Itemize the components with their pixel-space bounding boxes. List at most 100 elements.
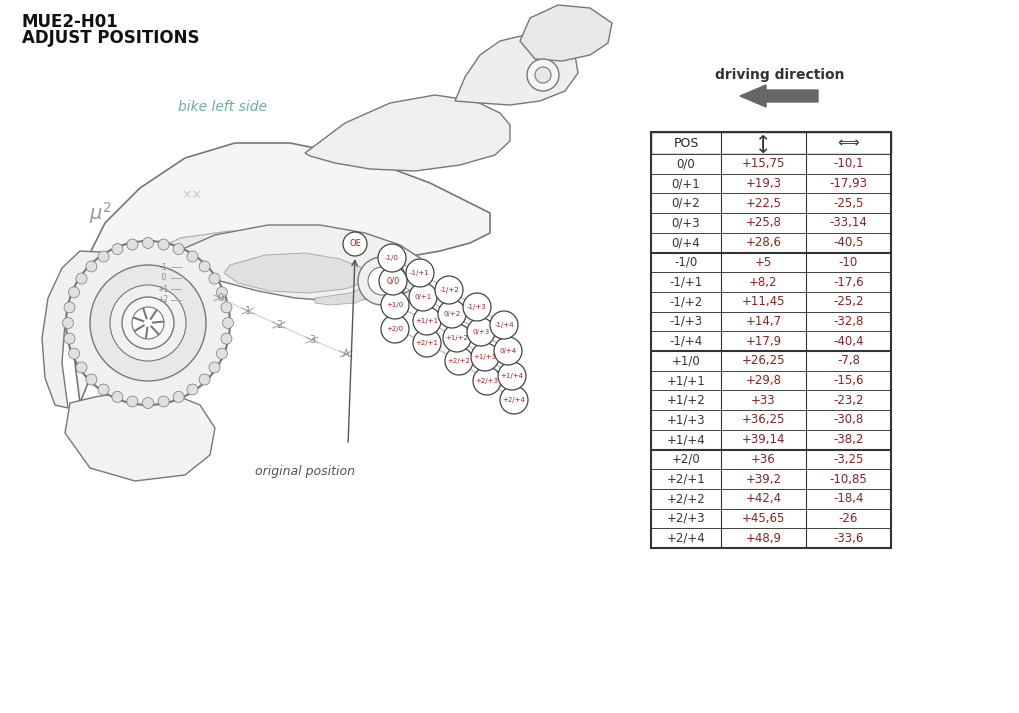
Circle shape [406,259,434,287]
Circle shape [122,297,174,349]
Polygon shape [315,283,375,305]
Bar [651,133,891,154]
Circle shape [127,239,138,250]
Circle shape [221,302,232,313]
Text: +1: +1 [158,284,168,294]
Text: +29,8: +29,8 [746,374,782,387]
Polygon shape [42,251,118,408]
Text: +1/0: +1/0 [386,302,404,308]
Circle shape [500,386,528,414]
Text: 0/+2: 0/+2 [672,197,700,210]
Text: -33,14: -33,14 [829,217,867,230]
Bar [651,449,891,469]
Circle shape [378,244,406,272]
Text: -25,2: -25,2 [834,295,864,308]
Text: 0/+3: 0/+3 [672,217,700,230]
Text: +2/+2: +2/+2 [666,492,705,506]
Text: -18,4: -18,4 [834,492,864,506]
Text: ↑: ↑ [755,133,771,153]
Text: +2/+4: +2/+4 [502,397,526,403]
Text: -23,2: -23,2 [834,394,864,406]
Text: +2/0: +2/0 [672,453,700,466]
Circle shape [438,300,466,328]
Text: +36: +36 [751,453,775,466]
Text: -33,6: -33,6 [834,532,864,545]
Bar [651,252,891,272]
Text: -30,8: -30,8 [834,414,864,426]
Text: -1/+2: -1/+2 [669,295,703,308]
Text: +1/+4: +1/+4 [666,434,705,446]
Circle shape [143,237,154,249]
Circle shape [494,337,522,365]
Text: +2/+3: +2/+3 [666,512,705,525]
Text: -1/+2: -1/+2 [439,287,459,293]
Bar [651,371,891,391]
Circle shape [209,362,220,373]
Text: 2: 2 [276,320,282,330]
Circle shape [413,329,441,357]
Circle shape [186,384,198,395]
Bar [651,391,891,410]
Polygon shape [150,231,380,279]
Text: +39,2: +39,2 [746,473,782,486]
Text: +2/+4: +2/+4 [666,532,705,545]
Text: +17,9: +17,9 [746,334,782,348]
Text: +8,2: +8,2 [749,275,777,289]
Text: -15,6: -15,6 [834,374,864,387]
Bar [651,508,891,528]
Text: +1/+3: +1/+3 [474,354,496,360]
Bar [651,351,891,371]
Circle shape [381,315,409,343]
Text: +25,8: +25,8 [746,217,782,230]
Text: bike left side: bike left side [178,100,267,114]
Text: +11,45: +11,45 [742,295,786,308]
Text: +1/0: +1/0 [672,354,700,367]
Text: +2/0: +2/0 [386,326,404,332]
Text: original position: original position [255,465,355,478]
Bar [651,489,891,508]
Text: +1/+3: +1/+3 [666,414,705,426]
Polygon shape [224,253,368,293]
Circle shape [68,348,79,359]
Text: 0: 0 [217,293,223,303]
Circle shape [471,343,499,371]
Text: A: A [342,349,350,359]
Polygon shape [178,225,430,301]
Circle shape [98,384,109,395]
Text: ⟺: ⟺ [838,135,859,150]
Text: POS: POS [674,137,699,150]
Circle shape [173,244,184,255]
Circle shape [86,374,97,385]
Circle shape [216,348,227,359]
Text: +1/+2: +1/+2 [666,394,705,406]
Text: MUE2-H01: MUE2-H01 [22,13,119,31]
Text: 0/0: 0/0 [386,277,399,285]
Text: -25,5: -25,5 [834,197,864,210]
Text: ✕✕: ✕✕ [181,188,203,202]
Polygon shape [305,95,510,171]
Circle shape [222,317,233,329]
Text: +26,25: +26,25 [742,354,786,367]
Text: +1/+4: +1/+4 [500,373,524,379]
Circle shape [473,367,501,395]
Text: +1/+1: +1/+1 [416,318,438,324]
Circle shape [98,251,109,262]
Text: -1: -1 [159,262,167,272]
Text: -17,93: -17,93 [829,177,867,190]
Bar [651,272,891,292]
Text: 0/+1: 0/+1 [672,177,700,190]
Circle shape [66,241,230,405]
Circle shape [127,396,138,407]
Text: -1/+1: -1/+1 [410,270,430,276]
Text: +36,25: +36,25 [742,414,786,426]
Circle shape [343,232,367,256]
FancyArrow shape [740,85,818,107]
Text: -10: -10 [839,256,858,269]
Circle shape [413,307,441,335]
Circle shape [110,285,186,361]
Text: 0: 0 [159,274,167,282]
Bar [651,193,891,213]
Text: OE: OE [350,240,361,249]
Text: -1/+4: -1/+4 [669,334,703,348]
Circle shape [64,302,75,313]
